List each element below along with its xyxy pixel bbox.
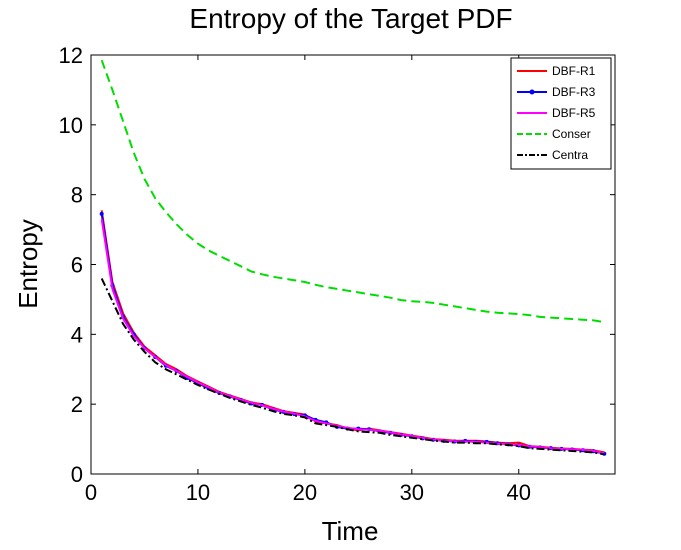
x-tick-label: 10 bbox=[186, 480, 210, 505]
legend-label-conser: Conser bbox=[552, 127, 591, 141]
x-tick-label: 40 bbox=[507, 480, 531, 505]
y-tick-label: 0 bbox=[71, 462, 83, 487]
series-line-dbf-r3 bbox=[100, 213, 605, 455]
ticks: 0 10 20 30 40 0 2 4 6 8 10 12 bbox=[59, 43, 615, 505]
series-line-centra bbox=[100, 278, 605, 456]
legend: DBF-R1 DBF-R3 DBF-R5 Conser Centra bbox=[510, 57, 612, 170]
x-tick-label: 30 bbox=[400, 480, 424, 505]
plot-lines bbox=[99, 59, 607, 456]
x-tick-label: 20 bbox=[293, 480, 317, 505]
y-tick-label: 8 bbox=[71, 183, 83, 208]
x-axis-label: Time bbox=[322, 516, 379, 546]
legend-label-dbf-r5: DBF-R5 bbox=[552, 106, 596, 120]
y-axis-label: Entropy bbox=[13, 219, 43, 309]
legend-label-dbf-r3: DBF-R3 bbox=[552, 85, 596, 99]
series-point-dbf-r3 bbox=[99, 211, 104, 216]
y-tick-label: 12 bbox=[59, 43, 83, 68]
y-tick-label: 6 bbox=[71, 253, 83, 278]
y-tick-label: 10 bbox=[59, 113, 83, 138]
x-tick-label: 0 bbox=[85, 480, 97, 505]
chart-title: Entropy of the Target PDF bbox=[189, 3, 512, 34]
legend-marker bbox=[529, 89, 535, 95]
y-tick-label: 2 bbox=[71, 392, 83, 417]
legend-label-dbf-r1: DBF-R1 bbox=[552, 64, 596, 78]
y-tick-label: 4 bbox=[71, 322, 83, 347]
series-line-dbf-r5 bbox=[100, 218, 605, 455]
legend-label-centra: Centra bbox=[552, 148, 588, 162]
series-line-dbf-r1 bbox=[100, 210, 605, 454]
